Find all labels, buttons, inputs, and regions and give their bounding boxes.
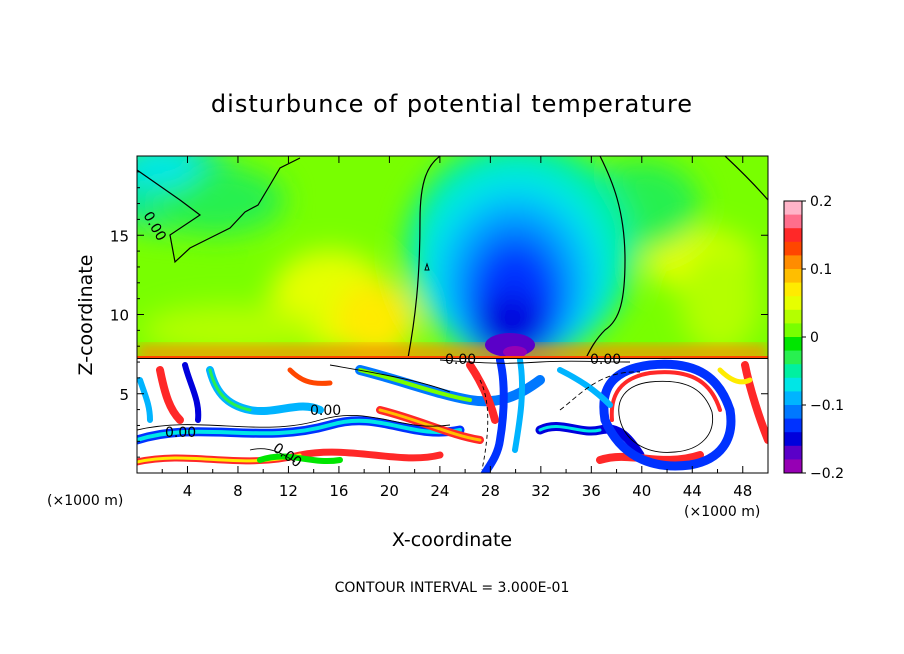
contour-label: 0.00: [445, 352, 476, 368]
y-axis-label: Z-coordinate: [75, 255, 97, 376]
x-tick-label: 40: [632, 482, 651, 500]
x-axis-label: X-coordinate: [392, 529, 512, 551]
x-tick-label: 4: [183, 482, 193, 500]
x-tick-label: 24: [430, 482, 449, 500]
x-tick-label: 28: [481, 482, 500, 500]
colorbar-swatch: [784, 323, 802, 338]
y-tick-label: 10: [110, 307, 129, 325]
x-tick-label: 36: [582, 482, 601, 500]
colorbar-swatch: [784, 296, 802, 311]
colorbar-swatch: [784, 418, 802, 433]
x-tick-label: 8: [233, 482, 243, 500]
lower-field: [137, 358, 768, 473]
colorbar-swatch: [784, 350, 802, 365]
y-tick-label: 5: [119, 386, 129, 404]
colorbar-swatch: [784, 309, 802, 324]
colorbar-swatch: [784, 241, 802, 256]
y-axis: 5 10 15: [110, 171, 768, 458]
contour-interval-note: CONTOUR INTERVAL = 3.000E-01: [335, 580, 570, 596]
colorbar-swatch: [784, 228, 802, 243]
colorbar-swatch: [784, 269, 802, 284]
x-tick-label: 48: [733, 482, 752, 500]
colorbar-tick-label: 0.1: [810, 262, 832, 278]
colorbar-swatch: [784, 214, 802, 229]
colorbar-swatch: [784, 445, 802, 460]
x-unit-left: (×1000 m): [47, 493, 123, 509]
contour-label: 0.00: [310, 403, 341, 419]
x-axis: 4 8 12 16 20 24 28 32 36 40 44 48: [161, 156, 752, 500]
colorbar-swatch: [784, 282, 802, 297]
chart-title: disturbunce of potential temperature: [211, 90, 693, 118]
contour-label: 0.00: [165, 425, 196, 441]
colorbar-swatch: [784, 201, 802, 216]
colorbar-swatch: [784, 255, 802, 270]
colorbar-swatch: [784, 364, 802, 379]
colorbar-swatch: [784, 377, 802, 392]
colorbar-swatch: [784, 459, 802, 474]
y-tick-label: 15: [110, 227, 129, 245]
colorbar: 0.2 0.1 0 −0.1 −0.2: [783, 194, 844, 482]
upper-field: [137, 156, 768, 360]
colorbar-tick-label: 0.2: [810, 194, 832, 210]
colorbar-tick-label: −0.2: [810, 466, 844, 482]
x-tick-label: 44: [683, 482, 702, 500]
x-tick-label: 20: [380, 482, 399, 500]
x-tick-label: 12: [279, 482, 298, 500]
colorbar-swatch: [784, 432, 802, 447]
colorbar-swatch: [784, 405, 802, 420]
colorbar-swatch: [784, 391, 802, 406]
colorbar-swatch: [784, 337, 802, 352]
contour-label: 0.00: [590, 352, 621, 368]
colorbar-tick-label: −0.1: [810, 398, 844, 414]
colorbar-tick-label: 0: [810, 330, 819, 346]
x-tick-label: 16: [329, 482, 348, 500]
x-tick-label: 32: [531, 482, 550, 500]
plot-area: 0.00 0.00 0.00 0.00 0.00 0.00: [137, 156, 768, 473]
x-unit-right: (×1000 m): [684, 504, 760, 520]
